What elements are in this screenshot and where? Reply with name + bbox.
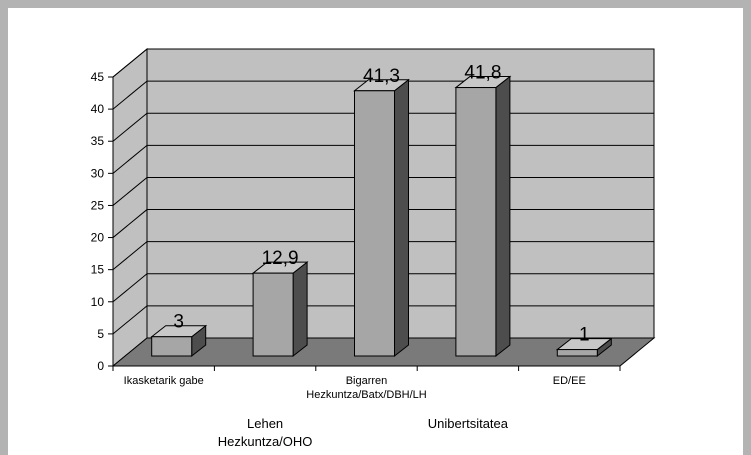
gridline [112,48,654,78]
data-label: 41,3 [363,66,400,87]
bar [353,78,410,358]
category-label: Unibertsitatea [428,416,509,431]
y-tick-label: 5 [97,327,104,341]
category-labels: Ikasketarik gabe Lehen Hezkuntza/OHO Bigarr… [124,375,586,449]
data-label: 12,9 [262,248,299,269]
data-label: 41,8 [464,63,501,84]
category-label: Lehen Hezkuntza/OHO [218,416,313,449]
y-axis: 0 5 10 15 20 25 30 35 40 45 [91,70,621,373]
bar-front [556,349,598,357]
bar-side [394,78,409,358]
bar-side [292,261,308,358]
bars [150,75,613,358]
y-tick-label: 40 [91,102,105,116]
bar-side [495,75,511,358]
category-label-line: Hezkuntza/OHO [218,434,313,449]
bar-front [252,272,294,357]
y-tick-label: 45 [91,70,105,84]
category-label: Ikasketarik gabe [124,375,204,387]
category-label-line: Hezkuntza/Batx/DBH/LH [306,389,426,401]
bar [555,337,613,358]
data-label: 3 [173,312,184,333]
category-label-line: Bigarren [346,375,388,387]
category-label-line: Unibertsitatea [428,416,509,431]
side-wall [112,47,148,368]
bar-front [151,336,193,357]
y-tick-label: 20 [91,231,105,245]
category-label-line: Ikasketarik gabe [124,375,204,387]
y-tick-label: 35 [91,134,105,148]
bar [150,324,208,358]
y-tick-label: 30 [91,166,105,180]
y-tick-label: 25 [91,198,105,212]
data-label: 1 [579,325,590,346]
bar [454,75,512,358]
bar [251,261,309,358]
y-tick-label: 10 [91,295,105,309]
category-label: Bigarren Hezkuntza/Batx/DBH/LH [306,375,426,401]
bar-front [455,87,497,357]
category-label-line: Lehen [247,416,283,431]
y-tick-label: 0 [97,359,104,373]
value-labels: 3 12,9 41,3 41,8 1 [173,63,589,346]
y-tick-label: 15 [91,263,105,277]
bar-front [354,90,395,357]
category-label-line: ED/EE [553,375,586,387]
category-label: ED/EE [553,375,586,387]
